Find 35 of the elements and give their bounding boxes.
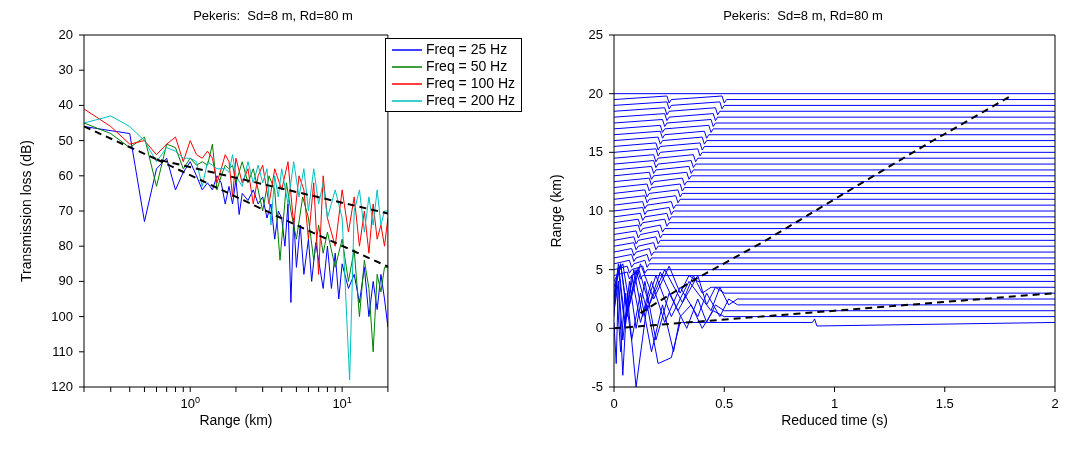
x-tick-label: 10$^{0}$ (180, 395, 200, 411)
x-tick-label: 10$^{1}$ (332, 395, 352, 411)
y-tick-label: 50 (58, 132, 73, 148)
legend-label: Freq = 200 Hz (425, 92, 515, 109)
y-tick-label: 25 (588, 27, 603, 42)
y-tick-label: 15 (588, 144, 603, 160)
x-tick-label: 0.5 (715, 396, 734, 411)
y-tick-label: 20 (58, 27, 73, 42)
y-tick-label: 80 (58, 238, 73, 254)
x-tick-label: 2 (1051, 396, 1059, 411)
y-tick-label: 90 (58, 273, 73, 289)
x-tick-label: 0 (610, 396, 618, 411)
chart-title: Pekeris: Sd=8 m, Rd=80 m (722, 8, 884, 24)
y-tick-label: 70 (58, 203, 73, 218)
chart-title: Pekeris: Sd=8 m, Rd=80 m (192, 8, 354, 24)
legend-label: Freq = 25 Hz (425, 41, 508, 58)
y-tick-label: 40 (58, 97, 73, 113)
y-tick-label: 100 (51, 308, 73, 324)
x-axis-title: Range (km) (199, 412, 273, 428)
x-axis-title: Reduced time (s) (781, 412, 888, 428)
x-tick-label: 1 (830, 396, 839, 411)
x-tick-label: 1.5 (935, 396, 954, 411)
y-axis-title: Transmission loss (dB) (17, 140, 34, 282)
y-tick-label: 10 (588, 203, 603, 218)
y-axis-title: Range (km) (547, 174, 564, 248)
y-tick-label: 5 (595, 261, 603, 277)
y-tick-label: 60 (58, 167, 73, 183)
y-tick-label: 20 (588, 85, 603, 101)
legend-label: Freq = 100 Hz (425, 75, 515, 92)
y-tick-label: 120 (51, 379, 73, 394)
y-tick-label: 110 (52, 343, 73, 359)
legend-label: Freq = 50 Hz (425, 58, 508, 75)
y-tick-label: 0 (595, 320, 603, 336)
y-tick-label: -5 (591, 379, 603, 394)
y-tick-label: 30 (58, 62, 73, 78)
